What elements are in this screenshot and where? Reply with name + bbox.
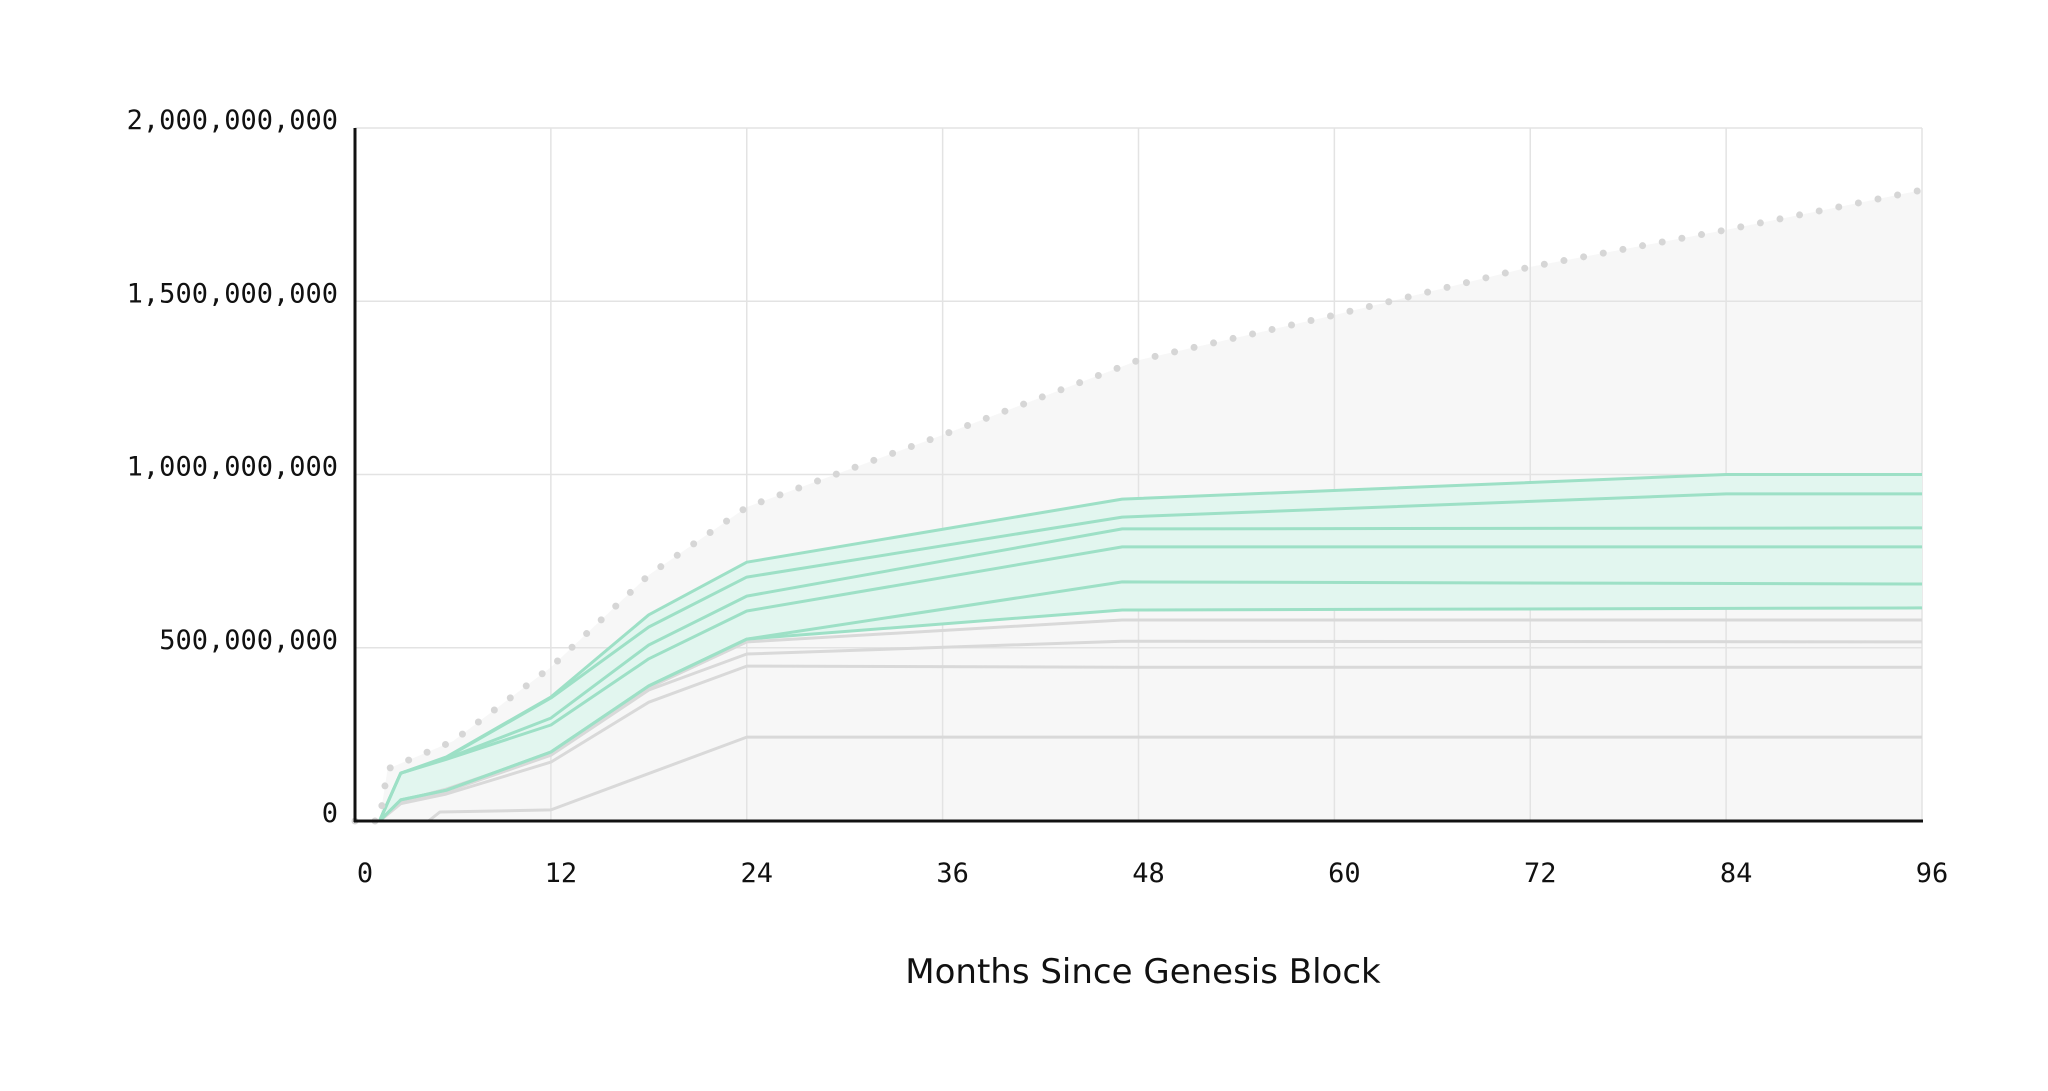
max-supply-dotted-line bbox=[351, 186, 1926, 825]
series-line-green-4 bbox=[378, 545, 1922, 822]
x-axis-tick-labels: 0 12 24 36 48 60 72 84 96 bbox=[357, 858, 1948, 889]
x-tick-label: 72 bbox=[1524, 858, 1557, 889]
max-supply-dotted-path bbox=[351, 186, 1926, 825]
x-tick-label: 0 bbox=[357, 858, 373, 889]
green-series-lines bbox=[378, 473, 1923, 823]
y-tick-label: 1,000,000,000 bbox=[127, 452, 338, 483]
x-tick-label: 24 bbox=[740, 858, 773, 889]
green-band-fill bbox=[379, 474, 1922, 821]
x-tick-label: 60 bbox=[1328, 858, 1361, 889]
series-line-green-6 bbox=[378, 606, 1923, 823]
y-tick-label: 2,000,000,000 bbox=[127, 105, 338, 136]
x-tick-label: 96 bbox=[1916, 858, 1949, 889]
x-tick-label: 36 bbox=[936, 858, 969, 889]
series-line-grey-3 bbox=[378, 664, 1922, 823]
x-axis-title: Months Since Genesis Block bbox=[905, 952, 1381, 992]
axes bbox=[353, 128, 1923, 823]
y-tick-label: 1,500,000,000 bbox=[127, 278, 338, 309]
x-tick-label: 84 bbox=[1720, 858, 1753, 889]
green-band-area bbox=[379, 474, 1922, 821]
y-axis-tick-labels: 0 500,000,000 1,000,000,000 1,500,000,000 2,… bbox=[127, 105, 338, 829]
x-tick-label: 12 bbox=[545, 858, 578, 889]
y-tick-label: 0 bbox=[322, 798, 338, 829]
x-tick-label: 48 bbox=[1132, 858, 1165, 889]
series-line-grey-2 bbox=[378, 639, 1923, 823]
y-tick-label: 500,000,000 bbox=[159, 625, 338, 656]
